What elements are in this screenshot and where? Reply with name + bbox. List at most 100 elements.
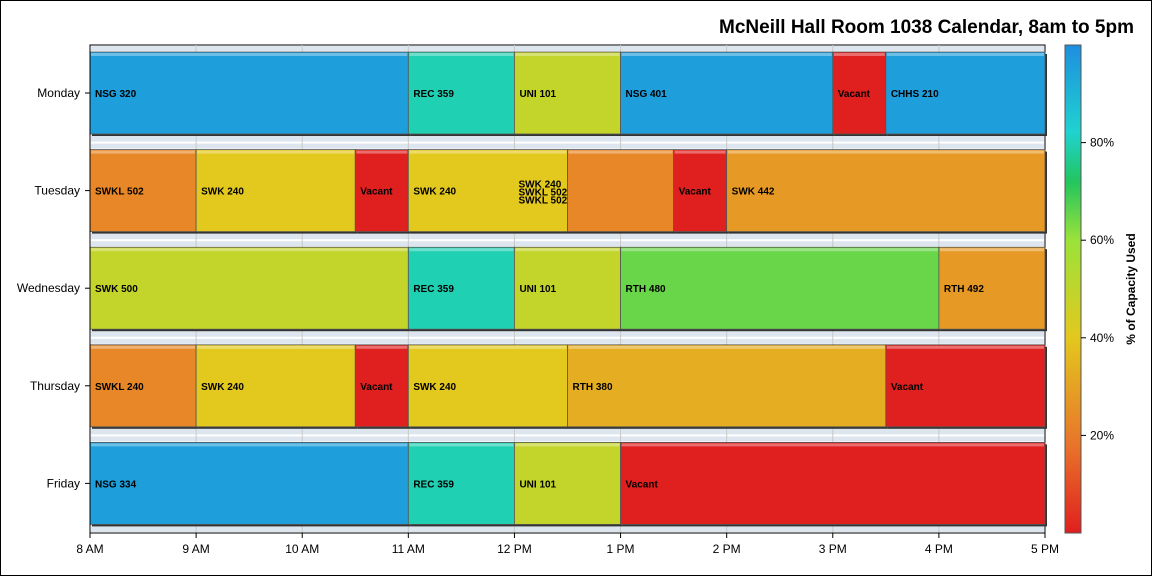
bar-highlight bbox=[515, 443, 620, 447]
y-tick-label: Thursday bbox=[30, 379, 80, 393]
bar-label: NSG 334 bbox=[95, 479, 137, 490]
bar-highlight bbox=[833, 53, 885, 56]
colorbar-label: % of Capacity Used bbox=[1124, 233, 1138, 344]
bar-label: REC 359 bbox=[413, 479, 454, 490]
bar-highlight bbox=[91, 248, 408, 252]
schedule-bar bbox=[89, 344, 197, 428]
x-tick-label: 1 PM bbox=[607, 542, 635, 556]
schedule-bar bbox=[885, 51, 1046, 135]
bar-highlight bbox=[515, 248, 620, 252]
colorbar-gradient bbox=[1064, 44, 1082, 534]
bar-highlight bbox=[409, 248, 514, 252]
x-tick-label: 12 PM bbox=[497, 542, 532, 556]
bar-highlight bbox=[409, 53, 514, 56]
schedule-bar bbox=[195, 149, 356, 233]
colorbar-tick-label: 60% bbox=[1090, 233, 1114, 247]
bar-label: SWK 500 bbox=[95, 284, 138, 295]
bar-highlight bbox=[621, 443, 1044, 447]
bar-label: RTH 480 bbox=[626, 284, 666, 295]
bar-label: SWK 442 bbox=[732, 187, 775, 198]
day-row: SWK 500 REC 359 UNI 101 RTH 480 RTH 492 bbox=[89, 246, 1047, 332]
row-stripe bbox=[91, 427, 1044, 435]
schedule-bar bbox=[195, 344, 356, 428]
bar-label: SWKL 502 bbox=[519, 188, 568, 199]
row-stripe bbox=[91, 143, 1044, 149]
bar-label: SWK 240 bbox=[201, 187, 244, 198]
day-row: NSG 320 REC 359 UNI 101 NSG 401 Vacant CHHS 2… bbox=[89, 51, 1047, 136]
row-stripe bbox=[91, 232, 1044, 240]
y-tick-label: Tuesday bbox=[34, 184, 80, 198]
colorbar-tick-label: 80% bbox=[1090, 136, 1114, 150]
schedule-bar bbox=[89, 441, 409, 525]
row-stripe bbox=[91, 46, 1044, 51]
x-axis: 8 AM 9 AM 10 AM 11 AM 12 PM 1 PM 2 PM 3 PM 4 PM 5… bbox=[76, 532, 1059, 556]
schedule-bar bbox=[514, 246, 621, 330]
bar-highlight bbox=[886, 53, 1044, 56]
bar-label: UNI 101 bbox=[519, 284, 556, 295]
schedule-bar bbox=[354, 149, 409, 233]
colorbar: 20% 40% 60% 80% bbox=[1064, 44, 1114, 534]
schedule-bar bbox=[514, 51, 621, 135]
y-tick-label: Friday bbox=[47, 476, 80, 490]
schedule-bar bbox=[673, 149, 728, 233]
schedule-bar bbox=[567, 149, 675, 233]
bar-label: SWKL 502 bbox=[95, 187, 144, 198]
row-stripe bbox=[91, 134, 1044, 142]
schedule-bar bbox=[514, 441, 621, 525]
bar-label: UNI 101 bbox=[519, 89, 556, 100]
schedule-bar bbox=[407, 51, 515, 135]
schedule-bar bbox=[620, 246, 940, 330]
bar-label: REC 359 bbox=[413, 284, 454, 295]
bar-label: Vacant bbox=[891, 382, 924, 393]
bar-highlight bbox=[91, 150, 196, 154]
colorbar-tick-label: 20% bbox=[1090, 428, 1114, 442]
bar-label: Vacant bbox=[838, 89, 871, 100]
row-stripe bbox=[91, 338, 1044, 344]
bar-highlight bbox=[197, 150, 355, 154]
bar-highlight bbox=[356, 150, 408, 154]
bar-highlight bbox=[356, 345, 408, 349]
x-tick-label: 2 PM bbox=[713, 542, 741, 556]
bar-highlight bbox=[568, 345, 885, 349]
y-tick-label: Monday bbox=[37, 86, 80, 100]
y-axis: Monday Tuesday Wednesday Thursday Friday bbox=[17, 45, 91, 533]
x-tick-label: 9 AM bbox=[182, 542, 209, 556]
bar-highlight bbox=[621, 248, 938, 252]
bar-label: REC 359 bbox=[413, 89, 454, 100]
schedule-bar bbox=[938, 246, 1046, 330]
schedule-bar bbox=[567, 344, 887, 428]
x-tick-label: 11 AM bbox=[392, 542, 425, 556]
day-row: NSG 334 REC 359 UNI 101 Vacant bbox=[89, 441, 1047, 527]
schedule-bar bbox=[407, 441, 515, 525]
bar-highlight bbox=[515, 53, 620, 56]
bar-label: RTH 380 bbox=[573, 382, 613, 393]
bar-label: RTH 492 bbox=[944, 284, 984, 295]
chart-title: McNeill Hall Room 1038 Calendar, 8am to … bbox=[719, 17, 1134, 38]
bar-highlight bbox=[409, 443, 514, 447]
x-tick-label: 5 PM bbox=[1031, 542, 1059, 556]
x-tick-label: 3 PM bbox=[819, 542, 847, 556]
row-stripe bbox=[91, 436, 1044, 442]
x-tick-label: 8 AM bbox=[76, 542, 103, 556]
bar-label: SWKL 502 bbox=[519, 196, 568, 207]
bar-highlight bbox=[197, 345, 355, 349]
bar-highlight bbox=[409, 345, 567, 349]
bar-label: Vacant bbox=[360, 382, 393, 393]
day-row: SWKL 240 SWK 240 Vacant SWK 240 RTH 380 Vacan… bbox=[89, 344, 1047, 429]
x-tick-label: 10 AM bbox=[285, 542, 319, 556]
bar-label: Vacant bbox=[360, 187, 393, 198]
schedule-bar bbox=[407, 344, 568, 428]
bar-highlight bbox=[621, 53, 832, 56]
bar-highlight bbox=[727, 150, 1044, 154]
bar-highlight bbox=[91, 443, 408, 447]
schedule-bar bbox=[620, 51, 834, 135]
bar-label: SWK 240 bbox=[519, 180, 562, 191]
colorbar-tick-label: 40% bbox=[1090, 331, 1114, 345]
row-stripe bbox=[91, 525, 1044, 532]
bar-label: CHHS 210 bbox=[891, 89, 939, 100]
schedule-bar bbox=[726, 149, 1046, 233]
schedule-bar bbox=[407, 149, 568, 233]
schedule-bar bbox=[89, 51, 409, 135]
